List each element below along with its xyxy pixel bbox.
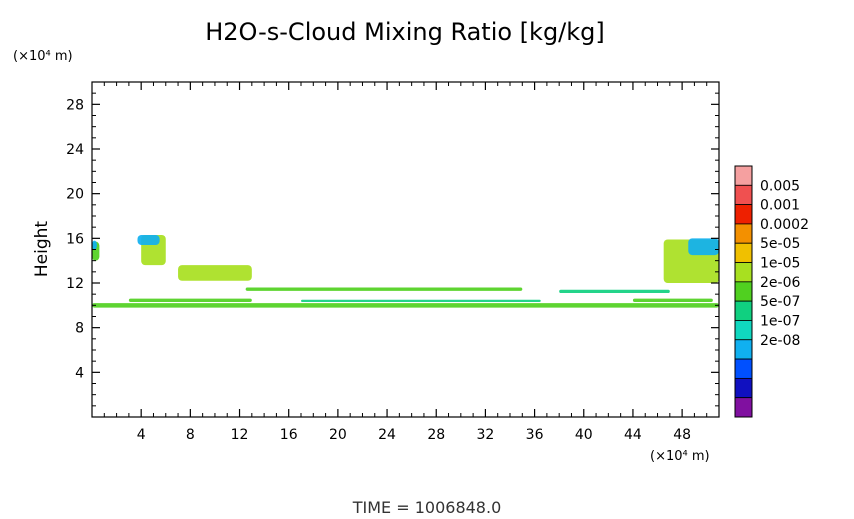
cloud-region [559,289,670,294]
colorbar-swatch [734,358,753,379]
cloud-region [632,298,713,302]
colorbar-swatch [734,320,753,341]
colorbar-swatch [734,339,753,360]
colorbar-frame [734,165,753,418]
x-tick-label: 44 [624,427,642,443]
colorbar-label: 2e-06 [760,275,800,291]
cloud-region [92,303,719,308]
x-tick-label: 48 [673,427,691,443]
y-tick-label: 28 [66,97,84,113]
x-tick-label: 4 [137,427,146,443]
colorbar-label: 5e-05 [760,236,800,252]
x-tick-label: 8 [186,427,195,443]
chart-title: H2O-s-Cloud Mixing Ratio [kg/kg] [205,18,605,46]
colorbar-swatch [734,300,753,321]
colorbar-swatch [734,165,753,186]
cloud-region [128,298,252,302]
colorbar-swatch [734,223,753,244]
colorbar-swatch [734,184,753,206]
y-tick-label: 20 [66,187,84,203]
colorbar-swatch [734,377,753,399]
y-tick-label: 16 [66,231,84,247]
x-tick-label: 40 [575,427,593,443]
x-axis: 4 8 12 16 20 24 28 32 36 40 44 48 [103,82,708,443]
cloud-region [137,234,160,246]
cloud-region [245,287,523,291]
y-axis-label: Height [32,221,52,278]
x-tick-label: 32 [476,427,494,443]
x-tick-label: 16 [280,427,298,443]
y-tick-label: 24 [66,142,84,158]
cloud-region [92,240,97,250]
y-axis: 4 8 12 16 20 24 28 [66,92,719,407]
x-tick-label: 12 [231,427,249,443]
cloud-field [92,234,719,308]
colorbar-swatch [734,281,753,302]
y-tick-label: 12 [66,276,84,292]
colorbar-swatch [734,262,753,283]
colorbar-label: 2e-08 [760,333,800,349]
y-tick-label: 4 [75,365,84,381]
colorbar-label: 0.0002 [760,217,809,233]
colorbar-label: 1e-07 [760,313,800,329]
cloud-region [688,238,719,256]
colorbar-swatch [734,242,753,263]
y-tick-label: 8 [75,321,84,337]
colorbar-label: 0.001 [760,198,800,214]
cloud-region [301,299,541,302]
colorbar-label: 5e-07 [760,294,800,310]
colorbar-swatch [734,397,753,418]
colorbar-label: 1e-05 [760,256,800,272]
x-tick-label: 28 [427,427,445,443]
time-footer: TIME = 1006848.0 [352,498,502,517]
y-unit-label: (×10⁴ m) [13,49,73,64]
x-tick-label: 24 [378,427,396,443]
x-tick-label: 20 [329,427,347,443]
colorbar-label: 0.005 [760,178,800,194]
x-unit-label: (×10⁴ m) [650,449,710,464]
plot-frame [91,81,720,418]
x-tick-label: 36 [526,427,544,443]
colorbar-swatch [734,204,753,225]
colorbar: 0.005 0.001 0.0002 5e-05 1e-05 2e-06 5e-07 1e-0… [734,165,809,418]
cloud-region [178,265,252,281]
